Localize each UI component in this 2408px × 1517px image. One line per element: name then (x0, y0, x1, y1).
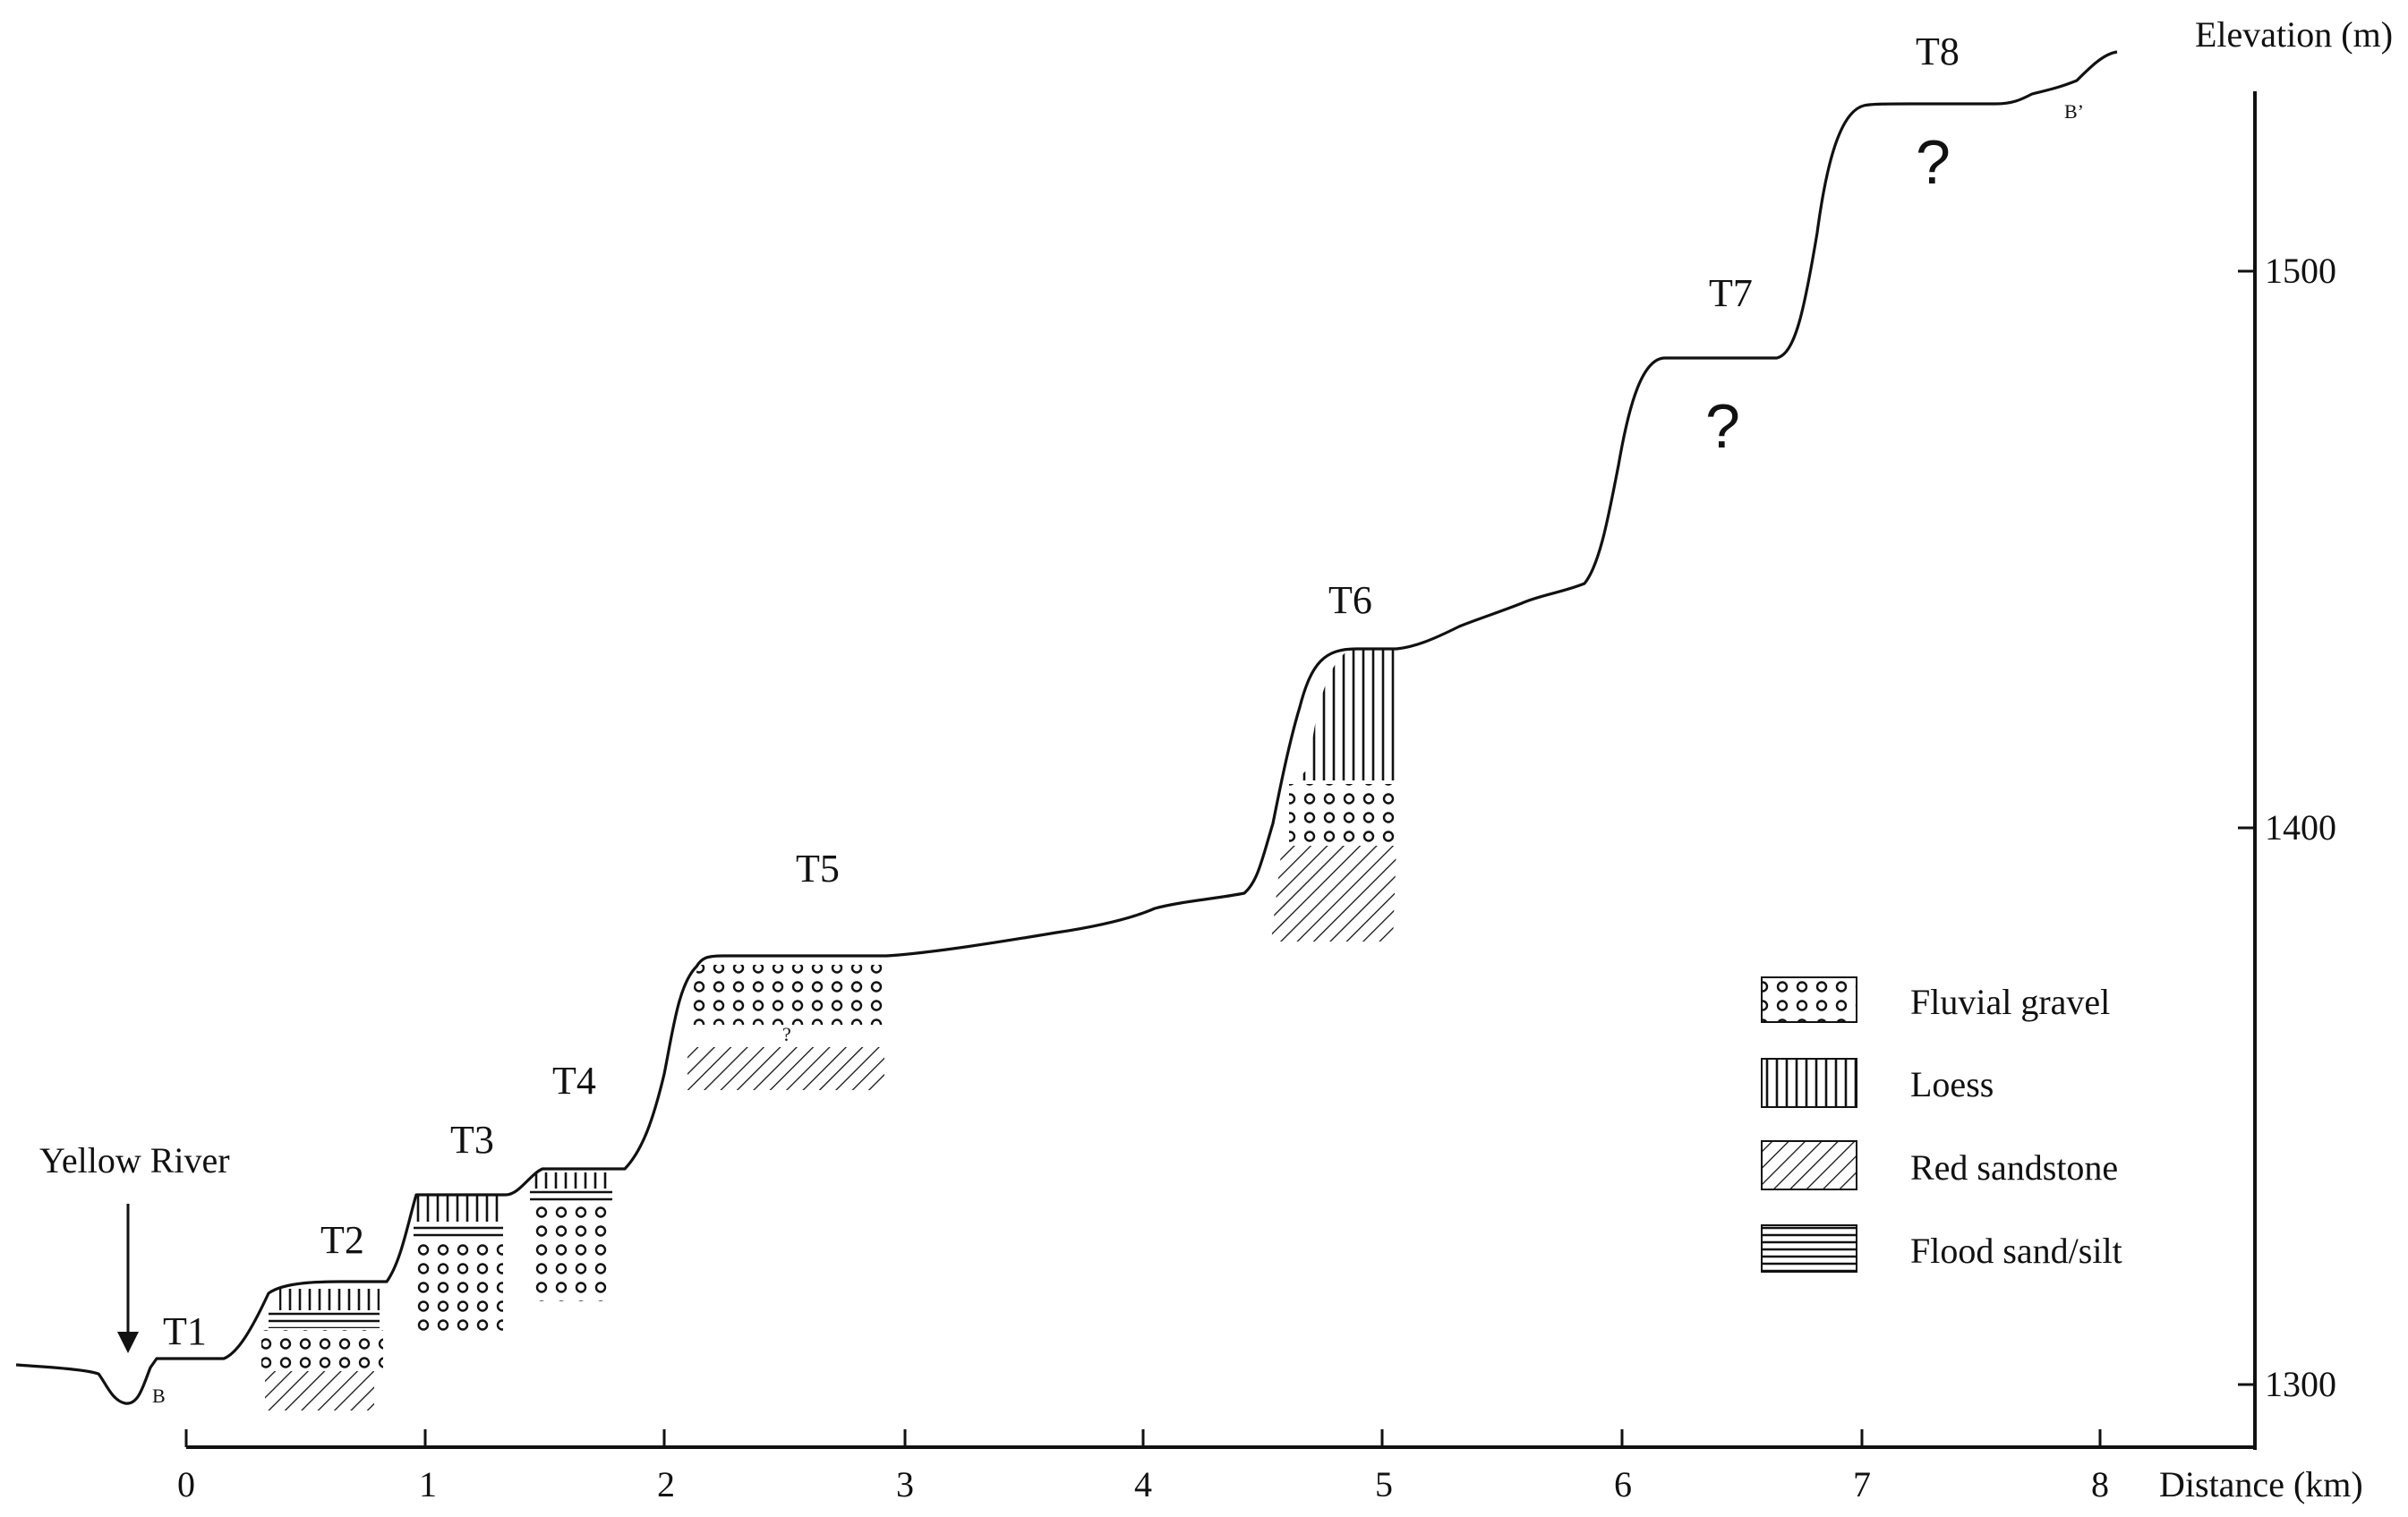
t2-sandstone (265, 1371, 374, 1410)
t6-gravel (1289, 784, 1395, 843)
t2-flood (269, 1312, 380, 1328)
uncertain-contact-t5: ? (782, 1023, 791, 1045)
t3-gravel (410, 1240, 503, 1335)
river-annotation: Yellow River (39, 1140, 230, 1353)
sediment-columns (261, 649, 1396, 1410)
legend-swatch-flood (1761, 1224, 1857, 1273)
unknown-deposit-t8: ? (1916, 127, 1951, 197)
x-tick-label: 5 (1375, 1464, 1393, 1504)
y-axis-title: Elevation (m) (2195, 14, 2393, 55)
t2-gravel (261, 1330, 383, 1371)
terrace-label-t1: T1 (163, 1309, 207, 1353)
legend-swatch-sandstone (1761, 1140, 1857, 1190)
legend-swatch-loess (1761, 1058, 1857, 1108)
t4-gravel (528, 1206, 614, 1301)
unknown-deposit-t7: ? (1705, 391, 1740, 461)
t4-flood (530, 1190, 612, 1205)
legend: Fluvial gravel Loess Red sandstone Flood… (1761, 976, 2122, 1273)
topographic-profile (15, 50, 2118, 1405)
river-arrowhead (117, 1332, 139, 1353)
x-tick-label: 8 (2091, 1464, 2109, 1504)
legend-swatch-gravel (1761, 976, 1857, 1023)
x-tick-label: 2 (657, 1464, 675, 1504)
x-axis-title: Distance (km) (2159, 1464, 2363, 1504)
legend-label-loess: Loess (1910, 1064, 1994, 1104)
terrace-label-t2: T2 (320, 1218, 364, 1262)
y-tick-label: 1500 (2265, 251, 2336, 291)
x-tick-label: 0 (177, 1464, 195, 1504)
x-tick-label: 7 (1853, 1464, 1871, 1504)
x-tick-label: 1 (419, 1464, 437, 1504)
section-marker-start: B (152, 1385, 166, 1407)
terrace-label-t3: T3 (450, 1118, 494, 1162)
x-tick-label: 3 (896, 1464, 914, 1504)
y-tick-label: 1400 (2265, 807, 2336, 848)
y-tick-label: 1300 (2265, 1364, 2336, 1404)
distance-axis: 0 1 2 3 4 5 6 7 8 Distance (km) (177, 1429, 2363, 1504)
t5-gravel (691, 965, 886, 1025)
t3-flood (414, 1223, 503, 1238)
terrace-labels: T1 T2 T3 T4 T5 T6 T7 T8 (163, 30, 1960, 1353)
t4-loess (534, 1172, 611, 1189)
terrace-label-t5: T5 (796, 847, 840, 891)
legend-label-sandstone: Red sandstone (1910, 1147, 2118, 1188)
terrace-label-t6: T6 (1328, 578, 1372, 622)
t5-sandstone (687, 1047, 884, 1090)
t2-loess (279, 1289, 380, 1310)
section-marker-end: B’ (2064, 100, 2084, 123)
terrace-label-t4: T4 (552, 1059, 596, 1103)
x-tick-label: 4 (1134, 1464, 1152, 1504)
t6-loess (1296, 649, 1396, 780)
elevation-axis: 1300 1400 1500 Elevation (m) (2195, 14, 2393, 1450)
t3-loess (416, 1195, 501, 1222)
terrace-label-t7: T7 (1709, 271, 1753, 315)
legend-label-flood: Flood sand/silt (1910, 1231, 2122, 1271)
legend-label-gravel: Fluvial gravel (1910, 982, 2110, 1022)
river-label: Yellow River (39, 1140, 230, 1180)
terrace-label-t8: T8 (1916, 30, 1960, 73)
x-tick-label: 6 (1614, 1464, 1632, 1504)
t6-sandstone (1271, 846, 1396, 942)
